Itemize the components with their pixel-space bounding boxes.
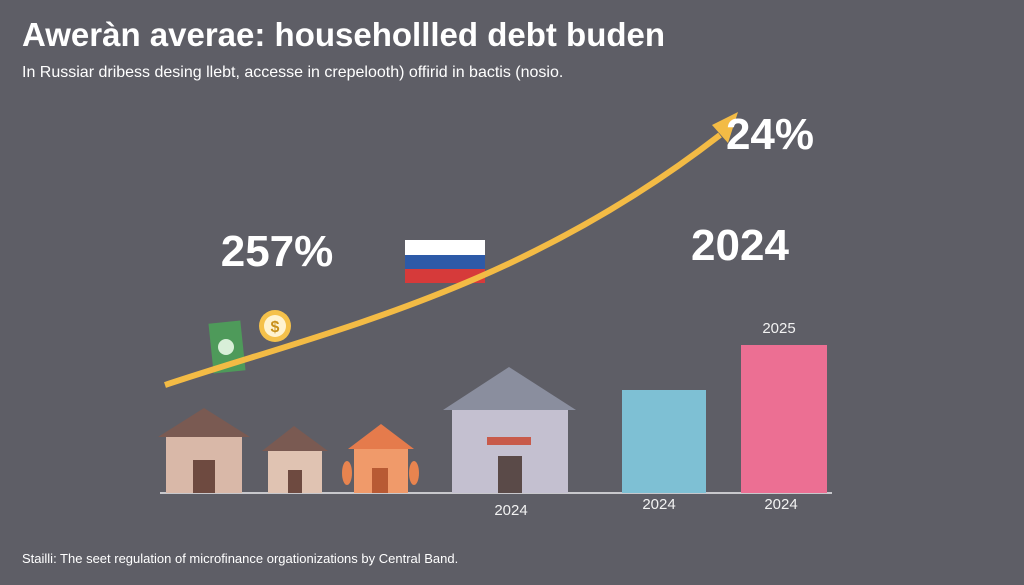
flag — [405, 240, 485, 283]
bar — [622, 390, 706, 493]
bar — [741, 345, 827, 493]
callout: 257% — [221, 227, 334, 276]
bar-label: 2024 — [494, 502, 527, 519]
subtitle: In Russiar dribess desing llebt, accesse… — [22, 64, 563, 81]
trend-arrow — [164, 132, 722, 388]
arrow-head — [712, 112, 738, 143]
bar-label: 2024 — [642, 496, 675, 513]
house — [158, 408, 250, 493]
title: Aweràn averae: househollled debt buden — [22, 16, 665, 53]
callout: 2024 — [691, 221, 789, 270]
source: Stailli: The seet regulation of microfin… — [22, 551, 458, 566]
house — [262, 426, 328, 493]
building — [443, 367, 576, 493]
coin-icon: $ — [259, 310, 291, 342]
bar-label: 2024 — [764, 496, 797, 513]
house — [342, 424, 419, 493]
callout: 24% — [726, 110, 814, 159]
bar-label: 2025 — [762, 320, 795, 337]
svg-text:$: $ — [271, 319, 280, 336]
